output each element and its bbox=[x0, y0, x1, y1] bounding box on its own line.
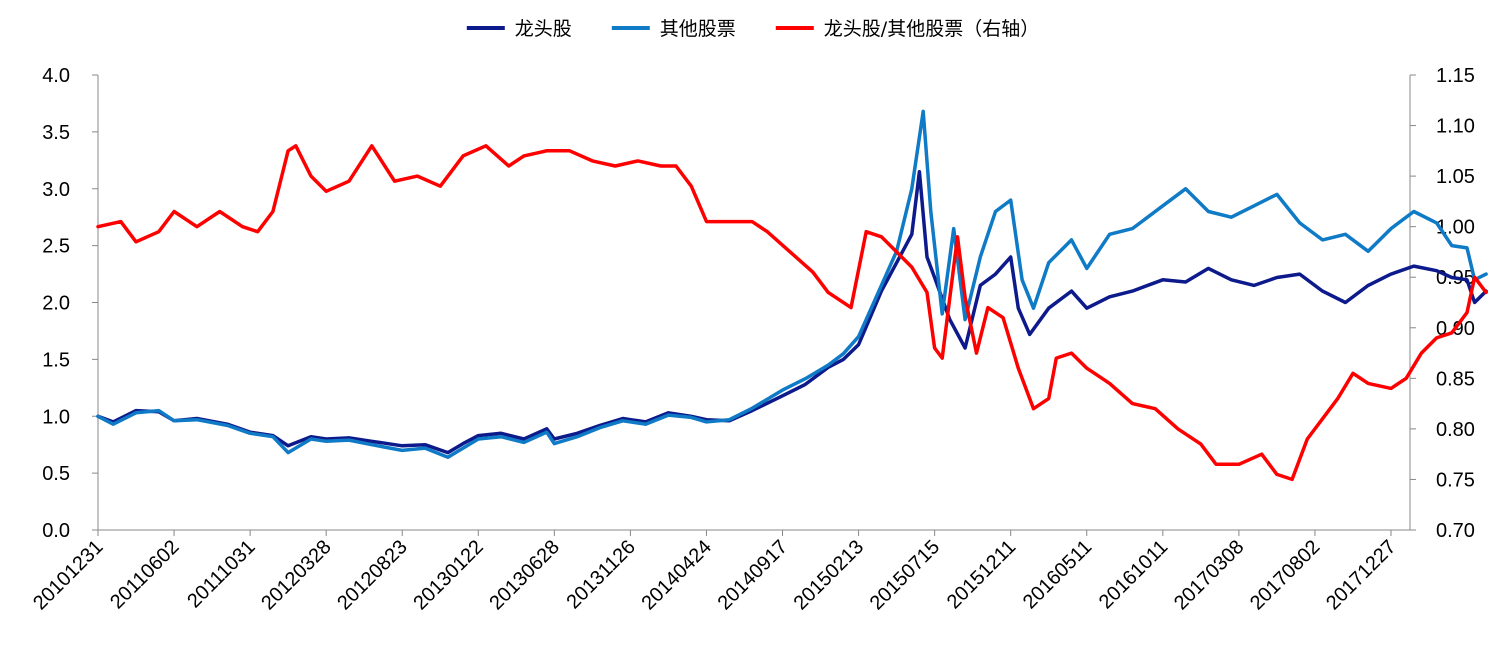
legend-item-2: 其他股票 bbox=[611, 18, 736, 40]
legend-label: 其他股票 bbox=[660, 18, 736, 40]
legend-item-1: 龙头股 bbox=[466, 18, 572, 40]
series-line-3 bbox=[96, 144, 1488, 482]
x-tick-label: 20110602 bbox=[106, 536, 183, 613]
series-line-2 bbox=[96, 109, 1488, 459]
x-tick-label: 20161011 bbox=[1095, 536, 1172, 613]
x-tick-label: 20151211 bbox=[943, 536, 1020, 613]
x-tick-label: 20150213 bbox=[790, 536, 868, 614]
x-tick-label: 20130122 bbox=[409, 536, 487, 614]
x-tick-label: 20150715 bbox=[866, 536, 944, 614]
axes: 0.0 0.5 1.0 1.5 2.0 2.5 3.0 3.5 4.0 0.70 0.75 0.80 0… bbox=[29, 65, 1475, 614]
right-tick-label: 1.00 bbox=[1436, 217, 1475, 239]
right-tick-label: 0.75 bbox=[1436, 469, 1475, 491]
right-tick-label: 0.70 bbox=[1436, 520, 1475, 542]
x-tick-label: 20171227 bbox=[1322, 536, 1400, 614]
left-tick-label: 1.5 bbox=[42, 349, 70, 371]
right-tick-label: 0.80 bbox=[1436, 419, 1475, 441]
plot-area bbox=[96, 109, 1488, 482]
x-tick-label: 20101231 bbox=[29, 536, 107, 614]
legend-label: 龙头股/其他股票（右轴） bbox=[824, 18, 1039, 40]
x-tick-label: 20140917 bbox=[714, 536, 792, 614]
x-tick-label: 20170308 bbox=[1170, 536, 1248, 614]
x-tick-label: 20140424 bbox=[638, 536, 716, 614]
right-tick-label: 0.85 bbox=[1436, 368, 1475, 390]
left-tick-label: 0.5 bbox=[42, 463, 70, 485]
left-tick-label: 0.0 bbox=[42, 520, 70, 542]
x-tick-label: 20131126 bbox=[563, 536, 640, 613]
left-tick-label: 1.0 bbox=[42, 406, 70, 428]
legend-item-3: 龙头股/其他股票（右轴） bbox=[775, 18, 1039, 40]
x-tick-label: 20120328 bbox=[257, 536, 335, 614]
x-tick-label: 20111031 bbox=[183, 536, 259, 612]
right-tick-label: 1.05 bbox=[1436, 166, 1475, 188]
left-tick-label: 2.0 bbox=[42, 293, 70, 315]
left-tick-label: 2.5 bbox=[42, 236, 70, 258]
right-tick-label: 1.15 bbox=[1436, 65, 1475, 87]
right-tick-label: 1.10 bbox=[1436, 116, 1475, 138]
series-line-1 bbox=[96, 169, 1488, 455]
x-tick-label: 20160511 bbox=[1019, 536, 1096, 613]
x-tick-label: 20130628 bbox=[485, 536, 563, 614]
left-tick-label: 3.5 bbox=[42, 122, 70, 144]
legend: 龙头股 其他股票 龙头股/其他股票（右轴） bbox=[466, 18, 1039, 40]
legend-label: 龙头股 bbox=[515, 18, 572, 40]
left-tick-label: 4.0 bbox=[42, 65, 70, 87]
x-tick-label: 20120823 bbox=[333, 536, 411, 614]
left-tick-label: 3.0 bbox=[42, 179, 70, 201]
x-tick-label: 20170802 bbox=[1246, 536, 1324, 614]
